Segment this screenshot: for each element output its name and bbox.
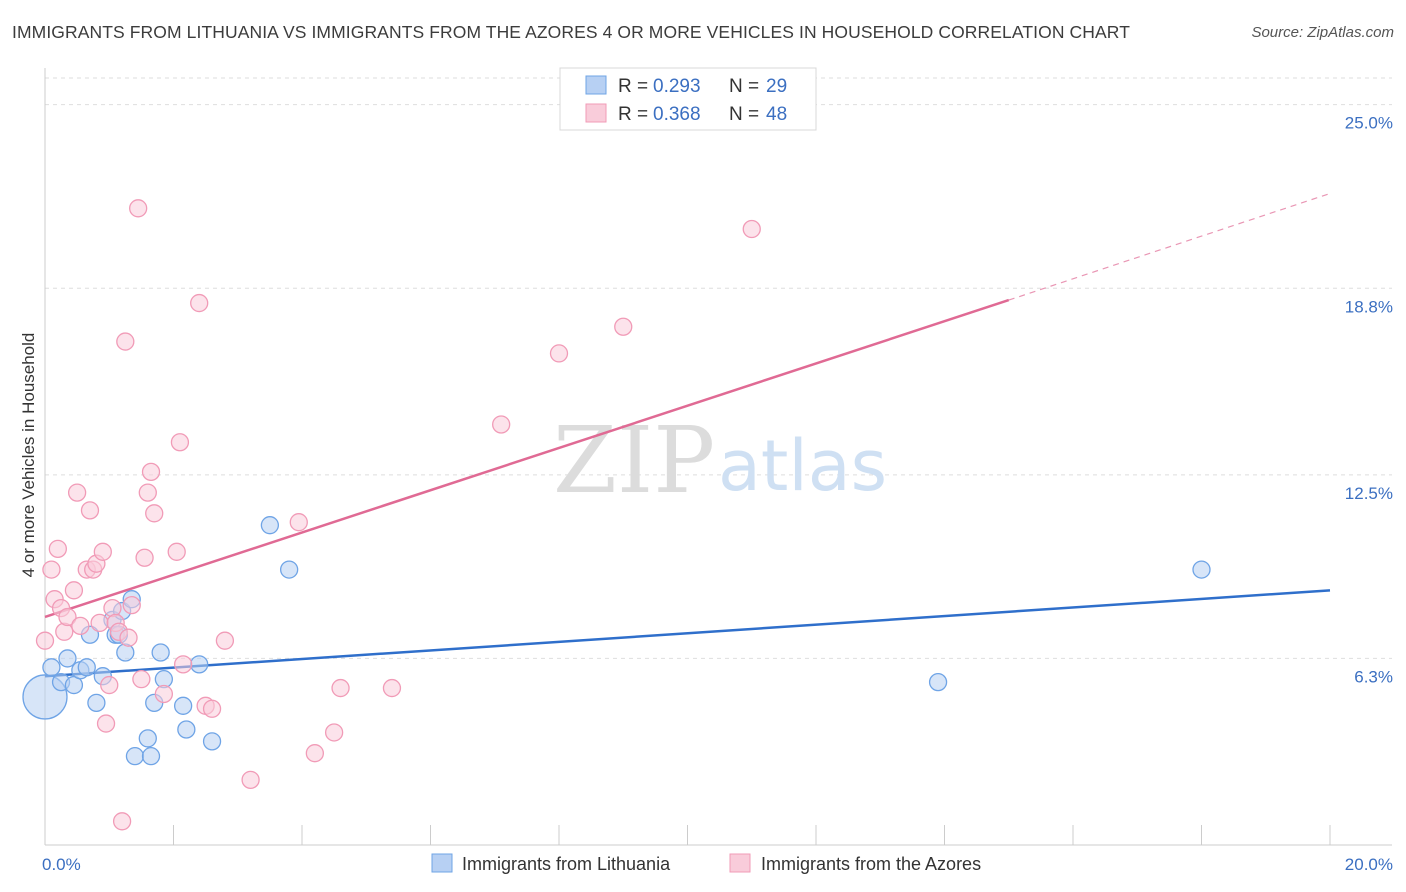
y-tick-labels: 6.3% 12.5% 18.8% 25.0% [1345, 114, 1393, 687]
point-azores [202, 699, 222, 718]
point-lithuania [138, 729, 157, 748]
point-azores [58, 607, 77, 627]
point-azores [42, 560, 61, 579]
x-tick-labels: 0.0% 20.0% [42, 855, 1393, 874]
point-azores [173, 655, 193, 674]
point-azores [132, 670, 151, 689]
stats-n-value-azores: 48 [766, 104, 787, 125]
data-points [22, 199, 1211, 831]
legend-swatch-azores [729, 853, 751, 873]
trend-line-azores-extension [1008, 192, 1331, 301]
legend-swatch-lithuania [431, 853, 453, 873]
chart-title: IMMIGRANTS FROM LITHUANIA VS IMMIGRANTS … [12, 22, 1130, 42]
stats-n-label-azores: N = [729, 104, 759, 125]
point-lithuania [190, 655, 209, 674]
point-azores [154, 684, 174, 704]
stats-r-value-azores: 0.368 [653, 104, 701, 125]
x-tick-label: 0.0% [42, 855, 81, 874]
point-lithuania [125, 747, 145, 766]
point-azores [382, 678, 402, 698]
point-azores [324, 723, 344, 742]
y-axis-label: 4 or more Vehicles in Household [19, 333, 38, 578]
y-tick-label: 18.8% [1345, 297, 1393, 316]
point-lithuania [77, 658, 96, 677]
stats-legend: R = 0.293 N = 29 R = 0.368 N = 48 [559, 67, 817, 131]
stats-r-value-lithuania: 0.293 [653, 76, 701, 97]
point-azores [190, 293, 209, 313]
point-lithuania [141, 747, 161, 766]
point-azores [742, 219, 761, 239]
point-azores [215, 631, 235, 650]
point-lithuania [87, 693, 106, 713]
stats-n-label-lithuania: N = [729, 76, 759, 97]
y-tick-label: 6.3% [1354, 667, 1393, 686]
point-azores [100, 675, 119, 695]
point-azores [331, 678, 350, 698]
point-azores [112, 812, 132, 831]
point-lithuania [116, 643, 135, 662]
trend-lines [44, 192, 1331, 678]
y-tick-label: 25.0% [1345, 114, 1393, 133]
point-lithuania [1192, 560, 1211, 579]
point-lithuania [202, 732, 222, 751]
point-azores [170, 433, 190, 452]
point-azores [93, 542, 112, 561]
legend-label-azores: Immigrants from the Azores [761, 854, 981, 874]
point-lithuania [279, 560, 299, 579]
point-lithuania [173, 696, 193, 715]
y-tick-label: 12.5% [1345, 484, 1393, 503]
point-azores [135, 548, 154, 567]
point-azores [145, 504, 164, 523]
point-azores [48, 539, 67, 559]
point-azores [71, 616, 90, 636]
watermark-atlas: atlas [718, 425, 887, 507]
watermark: ZIP atlas [553, 407, 887, 514]
point-azores [138, 483, 157, 502]
point-azores [67, 483, 87, 502]
stats-legend-swatch-azores [585, 103, 607, 123]
point-azores [80, 501, 100, 520]
series-legend: Immigrants from Lithuania Immigrants fro… [431, 853, 981, 874]
point-lithuania [151, 643, 170, 662]
point-azores [141, 462, 161, 482]
point-azores [35, 631, 55, 650]
chart-source: Source: ZipAtlas.com [1251, 24, 1394, 41]
point-azores [90, 613, 109, 633]
point-azores [122, 595, 141, 615]
point-azores [55, 622, 74, 641]
x-tick-label: 20.0% [1345, 855, 1393, 874]
point-azores [614, 317, 633, 336]
stats-legend-swatch-lithuania [585, 75, 607, 95]
point-azores [492, 415, 511, 434]
trend-line-azores [44, 298, 1010, 619]
stats-r-label-azores: R = [618, 104, 648, 125]
point-azores [64, 581, 84, 600]
stats-r-label-lithuania: R = [618, 76, 648, 97]
point-azores [305, 744, 325, 763]
point-lithuania [42, 658, 61, 677]
point-azores [289, 513, 308, 532]
legend-label-lithuania: Immigrants from Lithuania [462, 854, 671, 874]
point-azores [116, 332, 135, 351]
watermark-zip: ZIP [553, 407, 715, 514]
point-lithuania [260, 516, 280, 535]
point-azores [129, 199, 148, 218]
grid-lines [45, 77, 1392, 659]
point-azores [241, 770, 260, 789]
point-azores [167, 542, 186, 561]
point-lithuania [177, 720, 196, 739]
point-azores [96, 714, 116, 733]
point-azores [103, 598, 122, 618]
point-azores [119, 628, 138, 647]
point-lithuania [928, 672, 948, 692]
point-lithuania [58, 649, 77, 668]
point-azores [549, 344, 569, 363]
trend-line-lithuania [44, 589, 1331, 678]
stats-n-value-lithuania: 29 [766, 76, 787, 97]
